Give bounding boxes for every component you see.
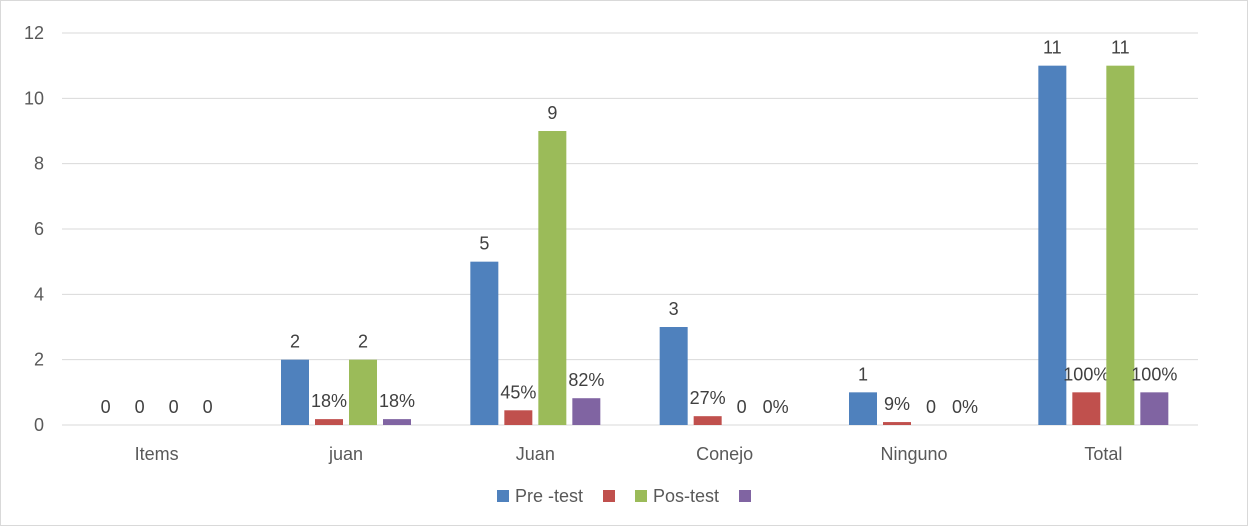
legend-item xyxy=(739,490,752,502)
legend-swatch xyxy=(603,490,615,502)
y-tick-label: 4 xyxy=(34,284,44,304)
data-label: 0% xyxy=(952,397,978,417)
bar xyxy=(504,410,533,425)
bar xyxy=(383,419,411,425)
bar xyxy=(315,419,343,425)
data-label: 0 xyxy=(926,397,936,417)
legend-item: Pre -test xyxy=(496,485,583,507)
x-category-label: Juan xyxy=(516,444,555,464)
bar xyxy=(349,359,377,425)
bar xyxy=(1038,65,1067,426)
y-tick-label: 12 xyxy=(24,23,44,43)
data-label: 45% xyxy=(500,382,536,402)
data-label: 2 xyxy=(358,332,368,352)
data-label: 0 xyxy=(203,397,213,417)
data-label: 5 xyxy=(479,234,489,254)
bar xyxy=(538,131,567,425)
data-label: 0% xyxy=(763,397,789,417)
data-label: 11 xyxy=(1043,38,1062,58)
bar xyxy=(572,398,601,425)
data-label: 0 xyxy=(737,397,747,417)
data-label: 0 xyxy=(135,397,145,417)
bar xyxy=(659,327,688,425)
legend-swatch xyxy=(635,490,647,502)
y-tick-label: 2 xyxy=(34,350,44,370)
x-category-label: Items xyxy=(135,444,179,464)
bar xyxy=(470,261,499,425)
data-label: 0 xyxy=(101,397,111,417)
x-category-label: juan xyxy=(328,444,363,464)
data-label: 18% xyxy=(311,391,347,411)
x-category-label: Ninguno xyxy=(880,444,947,464)
bar xyxy=(281,359,309,425)
data-label: 9 xyxy=(547,103,557,123)
legend-label: Pos-test xyxy=(653,485,720,506)
data-label: 11 xyxy=(1111,38,1130,58)
legend-swatch xyxy=(496,490,509,502)
legend-item xyxy=(603,490,615,502)
legend-swatch xyxy=(739,490,752,502)
data-label: 1 xyxy=(858,364,868,384)
data-label: 2 xyxy=(290,332,300,352)
bar xyxy=(693,416,722,425)
bar xyxy=(1140,392,1169,425)
y-tick-label: 0 xyxy=(34,415,44,435)
bar xyxy=(883,422,911,425)
legend-item: Pos-test xyxy=(635,486,719,507)
chart-legend: Pre -test Pos-test xyxy=(0,484,1248,508)
x-category-label: Conejo xyxy=(696,444,753,464)
data-label: 18% xyxy=(379,391,415,411)
data-label: 3 xyxy=(669,299,679,319)
y-tick-label: 6 xyxy=(34,219,44,239)
x-category-label: Total xyxy=(1084,444,1122,464)
bar xyxy=(1072,392,1101,425)
data-label: 100% xyxy=(1131,364,1177,384)
legend-label: Pre -test xyxy=(514,485,583,506)
data-label: 100% xyxy=(1063,364,1109,384)
data-label: 27% xyxy=(690,388,726,408)
bar xyxy=(1106,65,1135,426)
y-tick-label: 10 xyxy=(24,88,44,108)
data-label: 9% xyxy=(884,394,910,414)
y-tick-label: 8 xyxy=(34,154,44,174)
data-label: 0 xyxy=(169,397,179,417)
bar xyxy=(849,392,877,425)
data-label: 82% xyxy=(568,370,604,390)
